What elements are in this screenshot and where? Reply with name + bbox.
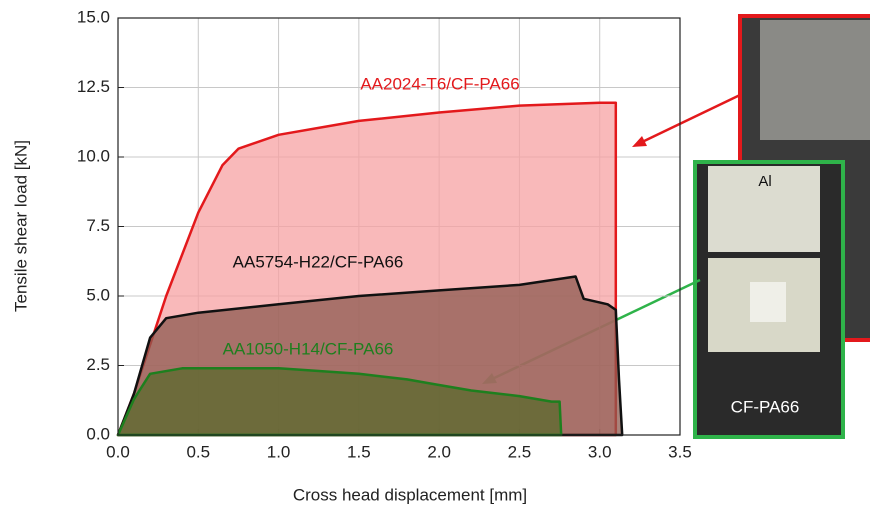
- arrow: [639, 93, 741, 145]
- x-tick-label: 1.0: [267, 442, 291, 461]
- plot-frame: [117, 17, 681, 436]
- arrowhead: [632, 136, 647, 147]
- aluminium-plate: [708, 166, 820, 252]
- y-tick-label: 0.0: [86, 424, 110, 443]
- joint-area: [750, 282, 786, 322]
- y-tick-label: 7.5: [86, 216, 110, 235]
- series-label: AA2024-T6/CF-PA66: [360, 74, 519, 93]
- x-tick-label: 1.5: [347, 442, 371, 461]
- x-tick-label: 0.0: [106, 442, 130, 461]
- x-axis-label: Cross head displacement [mm]: [293, 485, 527, 504]
- photo-detail: [760, 20, 870, 140]
- x-tick-label: 3.0: [588, 442, 612, 461]
- series-label: AA1050-H14/CF-PA66: [223, 339, 394, 358]
- x-tick-label: 3.5: [668, 442, 692, 461]
- y-axis-label: Tensile shear load [kN]: [11, 140, 30, 312]
- y-tick-label: 10.0: [77, 146, 110, 165]
- y-tick-label: 15.0: [77, 7, 110, 26]
- area-line: [116, 367, 563, 437]
- photo-label: Al: [758, 173, 771, 190]
- y-tick-label: 2.5: [86, 355, 110, 374]
- photo-label: CF-PA66: [731, 397, 800, 416]
- x-tick-label: 0.5: [186, 442, 210, 461]
- series-label: AA5754-H22/CF-PA66: [233, 252, 404, 271]
- x-tick-label: 2.5: [508, 442, 532, 461]
- x-tick-label: 2.0: [427, 442, 451, 461]
- y-tick-label: 12.5: [77, 77, 110, 96]
- plot-area: 0.0 2.5 5.0 7.5 10.0 12.5 15.0 0.0 0.5 1.0 1.5 2.0 2…: [77, 7, 692, 461]
- y-tick-label: 5.0: [86, 285, 110, 304]
